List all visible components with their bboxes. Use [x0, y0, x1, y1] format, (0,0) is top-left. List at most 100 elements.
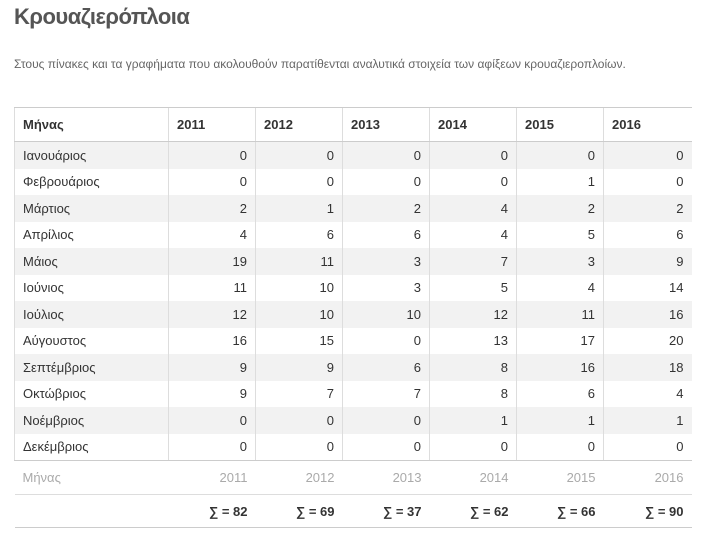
sum-row: ∑ = 82 ∑ = 69 ∑ = 37 ∑ = 62 ∑ = 66 ∑ = 9… — [14, 494, 692, 528]
value-cell-2013: 0 — [342, 327, 430, 354]
value-cell-2012: 10 — [255, 301, 343, 328]
value-cell-2016: 9 — [603, 248, 692, 275]
value-cell-2013: 0 — [342, 141, 430, 169]
value-cell-2015: 17 — [516, 327, 604, 354]
value-cell-2014: 13 — [429, 327, 517, 354]
table-row: Νοέμβριος 0 0 0 1 1 1 — [14, 407, 692, 434]
table-row: Ιούνιος 11 10 3 5 4 14 — [14, 274, 692, 301]
value-cell-2011: 2 — [168, 195, 256, 222]
value-cell-2014: 0 — [429, 433, 517, 461]
value-cell-2014: 1 — [429, 407, 517, 434]
table-row: Φεβρουάριος 0 0 0 0 1 0 — [14, 168, 692, 195]
sum-2014: ∑ = 62 — [429, 494, 517, 528]
footer-header-row: Μήνας 2011 2012 2013 2014 2015 2016 — [15, 461, 692, 495]
month-cell: Φεβρουάριος — [14, 168, 169, 195]
table-row: Μάρτιος 2 1 2 4 2 2 — [14, 195, 692, 222]
header-2012[interactable]: 2012 — [255, 107, 343, 142]
table-row: Μάιος 19 11 3 7 3 9 — [14, 248, 692, 275]
value-cell-2016: 4 — [603, 380, 692, 407]
value-cell-2016: 0 — [603, 141, 692, 169]
value-cell-2011: 9 — [168, 380, 256, 407]
month-cell: Ιανουάριος — [14, 141, 169, 169]
table-row: Σεπτέμβριος 9 9 6 8 16 18 — [14, 354, 692, 381]
value-cell-2011: 19 — [168, 248, 256, 275]
month-cell: Ιούνιος — [14, 274, 169, 301]
value-cell-2013: 3 — [342, 274, 430, 301]
footer-2014: 2014 — [479, 470, 509, 485]
value-cell-2014: 0 — [429, 141, 517, 169]
header-2014[interactable]: 2014 — [429, 107, 517, 142]
table-row: Οκτώβριος 9 7 7 8 6 4 — [14, 380, 692, 407]
header-row: Μήνας 2011 2012 2013 2014 2015 2016 — [14, 107, 692, 142]
month-cell: Ιούλιος — [14, 301, 169, 328]
footer-month: Μήνας — [22, 470, 61, 485]
table-row: Ιούλιος 12 10 10 12 11 16 — [14, 301, 692, 328]
value-cell-2016: 1 — [603, 407, 692, 434]
value-cell-2012: 11 — [255, 248, 343, 275]
value-cell-2015: 2 — [516, 195, 604, 222]
value-cell-2011: 4 — [168, 221, 256, 248]
value-cell-2015: 0 — [516, 141, 604, 169]
page-subtitle: Στους πίνακες και τα γραφήματα που ακολο… — [14, 57, 626, 71]
month-cell: Απρίλιος — [14, 221, 169, 248]
value-cell-2012: 0 — [255, 407, 343, 434]
table-body: Ιανουάριος 0 0 0 0 0 0 Φεβρουάριος 0 0 0 0 1 0 Μάρτιος… — [14, 141, 692, 461]
value-cell-2011: 0 — [168, 168, 256, 195]
value-cell-2015: 4 — [516, 274, 604, 301]
value-cell-2013: 10 — [342, 301, 430, 328]
value-cell-2016: 0 — [603, 433, 692, 461]
footer-2013: 2013 — [392, 470, 422, 485]
value-cell-2014: 4 — [429, 221, 517, 248]
value-cell-2014: 8 — [429, 354, 517, 381]
footer-2011: 2011 — [219, 470, 248, 485]
header-month[interactable]: Μήνας — [14, 107, 169, 142]
value-cell-2014: 12 — [429, 301, 517, 328]
value-cell-2013: 3 — [342, 248, 430, 275]
value-cell-2013: 0 — [342, 407, 430, 434]
value-cell-2015: 1 — [516, 168, 604, 195]
value-cell-2014: 0 — [429, 168, 517, 195]
value-cell-2016: 0 — [603, 168, 692, 195]
value-cell-2014: 8 — [429, 380, 517, 407]
sum-label — [14, 494, 169, 528]
header-2015[interactable]: 2015 — [516, 107, 604, 142]
value-cell-2012: 0 — [255, 141, 343, 169]
sum-2012: ∑ = 69 — [255, 494, 343, 528]
month-cell: Σεπτέμβριος — [14, 354, 169, 381]
value-cell-2015: 0 — [516, 433, 604, 461]
value-cell-2013: 2 — [342, 195, 430, 222]
table-row: Ιανουάριος 0 0 0 0 0 0 — [14, 141, 692, 169]
value-cell-2015: 11 — [516, 301, 604, 328]
value-cell-2011: 11 — [168, 274, 256, 301]
value-cell-2016: 14 — [603, 274, 692, 301]
value-cell-2012: 1 — [255, 195, 343, 222]
value-cell-2015: 5 — [516, 221, 604, 248]
value-cell-2016: 18 — [603, 354, 692, 381]
value-cell-2013: 6 — [342, 221, 430, 248]
value-cell-2012: 10 — [255, 274, 343, 301]
value-cell-2012: 9 — [255, 354, 343, 381]
cruise-arrivals-table: Μήνας 2011 2012 2013 2014 2015 2016 Ιανο… — [14, 107, 692, 528]
footer-2015: 2015 — [566, 470, 596, 485]
value-cell-2013: 7 — [342, 380, 430, 407]
page-title: Κρουαζιερόπλοια — [14, 4, 190, 29]
value-cell-2015: 6 — [516, 380, 604, 407]
month-cell: Δεκέμβριος — [14, 433, 169, 461]
header-2016[interactable]: 2016 — [603, 107, 692, 142]
value-cell-2011: 0 — [168, 407, 256, 434]
value-cell-2015: 16 — [516, 354, 604, 381]
footer-2016: 2016 — [654, 470, 684, 485]
value-cell-2013: 0 — [342, 433, 430, 461]
value-cell-2011: 0 — [168, 141, 256, 169]
header-2013[interactable]: 2013 — [342, 107, 430, 142]
header-2011[interactable]: 2011 — [168, 107, 256, 142]
sum-2011: ∑ = 82 — [168, 494, 256, 528]
month-cell: Αύγουστος — [14, 327, 169, 354]
value-cell-2012: 0 — [255, 433, 343, 461]
value-cell-2011: 16 — [168, 327, 256, 354]
value-cell-2014: 7 — [429, 248, 517, 275]
value-cell-2014: 4 — [429, 195, 517, 222]
table-footer: Μήνας 2011 2012 2013 2014 2015 2016 ∑ = … — [14, 461, 692, 528]
sum-2016: ∑ = 90 — [603, 494, 692, 528]
